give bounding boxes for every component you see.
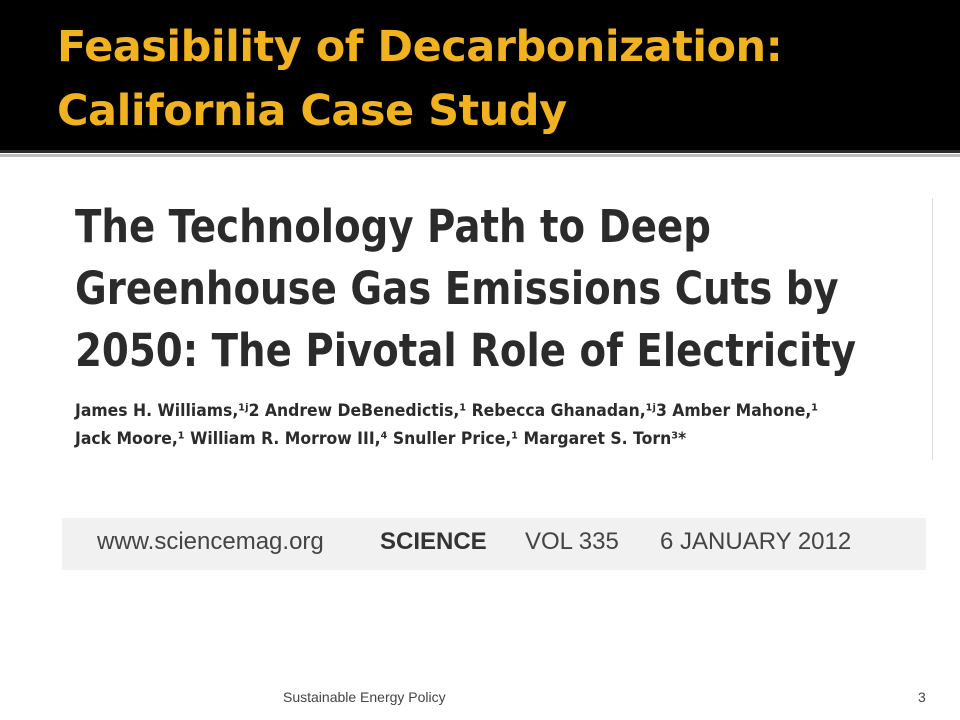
citation-clipping: www.sciencemag.org SCIENCE VOL 335 6 JAN… [62, 518, 926, 570]
title-divider-dark [0, 150, 960, 153]
slide-title-line-2: California Case Study [57, 86, 567, 136]
paper-header-clipping: The Technology Path to Deep Greenhouse G… [64, 198, 933, 460]
slide-title-line-1: Feasibility of Decarbonization: [57, 22, 783, 72]
citation-date: 6 JANUARY 2012 [660, 528, 852, 555]
paper-authors-line-1: James H. Williams,¹ʲ2 Andrew DeBenedicti… [75, 401, 819, 421]
citation-volume: VOL 335 [525, 528, 619, 555]
paper-title-line-1: The Technology Path to Deep [75, 200, 711, 253]
paper-title-line-2: Greenhouse Gas Emissions Cuts by [75, 262, 839, 315]
title-divider-light [0, 154, 960, 157]
slide-footer: Sustainable Energy Policy [283, 689, 446, 705]
title-bar: Feasibility of Decarbonization: Californ… [0, 0, 960, 150]
slide-number: 3 [918, 689, 926, 705]
paper-title-line-3: 2050: The Pivotal Role of Electricity [75, 324, 857, 377]
paper-authors-line-2: Jack Moore,¹ William R. Morrow III,⁴ Snu… [75, 429, 687, 449]
citation-url: www.sciencemag.org [97, 528, 324, 555]
citation-journal: SCIENCE [380, 528, 487, 555]
